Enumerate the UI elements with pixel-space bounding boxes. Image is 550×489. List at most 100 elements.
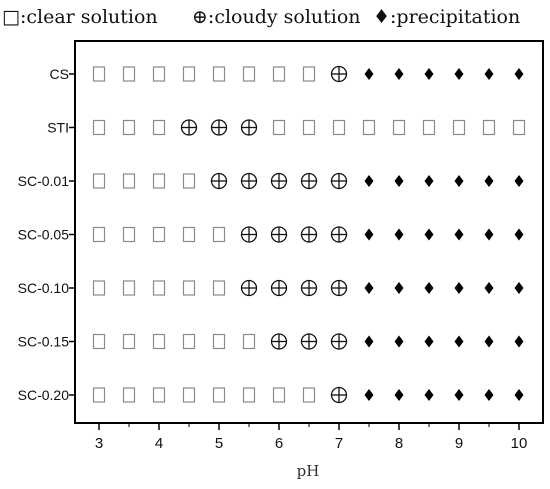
marker-clear: [302, 119, 316, 136]
marker-clear: [242, 387, 256, 403]
marker-precipitation: [424, 175, 434, 187]
marker-clear: [152, 280, 166, 296]
row-label: SC-0.15: [18, 334, 70, 350]
marker-precipitation: [424, 335, 434, 348]
marker-precipitation: [484, 389, 494, 401]
marker-clear: [512, 119, 526, 136]
marker-clear: [122, 66, 136, 82]
row-labels: CS STI SC-0.01 SC-0.05 SC-0.10 SC-0.15 SC-0.20: [18, 66, 75, 403]
marker-clear: [452, 119, 466, 136]
marker-clear: [272, 66, 286, 82]
x-axis: 3 4 5 6 7 8 9 10: [95, 423, 528, 452]
marker-precipitation: [454, 68, 464, 80]
marker-clear: [152, 387, 166, 403]
marker-clear: [212, 280, 226, 296]
row-label: SC-0.10: [18, 280, 70, 296]
marker-clear: [272, 119, 286, 136]
x-tick-label: 5: [215, 435, 223, 452]
marker-precipitation: [514, 175, 524, 187]
marker-clear: [272, 387, 286, 403]
x-axis-title: pH: [297, 462, 320, 480]
marker-clear: [92, 280, 106, 296]
marker-precipitation: [394, 335, 404, 348]
x-tick-label: 3: [95, 435, 103, 452]
marker-clear: [182, 387, 196, 403]
marker-clear: [122, 173, 136, 189]
marker-clear: [122, 226, 136, 243]
marker-cloudy: [300, 172, 318, 190]
marker-cloudy: [240, 172, 258, 190]
marker-cloudy: [270, 172, 288, 190]
marker-cloudy: [330, 386, 348, 404]
x-tick-label: 9: [455, 435, 463, 452]
marker-clear: [152, 333, 166, 350]
marker-clear: [152, 173, 166, 189]
marker-precipitation: [394, 389, 404, 401]
marker-precipitation: [364, 335, 374, 348]
x-tick-label: 10: [511, 435, 528, 452]
legend-entry-precipitation: ♦:precipitation: [373, 6, 520, 28]
legend-entry-clear: □:clear solution: [2, 6, 158, 28]
marker-clear: [182, 173, 196, 189]
marker-cloudy: [270, 279, 288, 297]
row-label: STI: [47, 120, 69, 136]
marker-clear: [212, 387, 226, 403]
marker-precipitation: [454, 228, 464, 241]
marker-cloudy: [330, 226, 348, 243]
marker-clear: [122, 280, 136, 296]
marker-cloudy: [330, 172, 348, 190]
marker-precipitation: [394, 175, 404, 187]
marker-clear: [92, 173, 106, 189]
marker-clear: [302, 387, 316, 403]
legend: □:clear solution ⊕:cloudy solution ♦:preci…: [2, 6, 520, 28]
marker-cloudy: [210, 119, 228, 136]
row-label: SC-0.01: [18, 173, 70, 189]
marker-precipitation: [424, 68, 434, 80]
row-label: CS: [50, 66, 69, 82]
marker-clear: [92, 226, 106, 243]
marker-cloudy: [210, 172, 228, 190]
marker-precipitation: [454, 335, 464, 348]
marker-cloudy: [330, 65, 348, 83]
marker-precipitation: [394, 228, 404, 241]
marker-clear: [302, 66, 316, 82]
marker-clear: [122, 119, 136, 136]
marker-clear: [212, 66, 226, 82]
x-tick-label: 7: [335, 435, 343, 452]
marker-clear: [122, 387, 136, 403]
marker-precipitation: [454, 175, 464, 187]
marker-clear: [212, 226, 226, 243]
marker-precipitation: [484, 175, 494, 187]
data-marks: [92, 65, 526, 404]
marker-precipitation: [364, 389, 374, 401]
marker-precipitation: [364, 282, 374, 294]
marker-cloudy: [330, 333, 348, 350]
marker-clear: [182, 226, 196, 243]
marker-clear: [482, 119, 496, 136]
marker-precipitation: [364, 175, 374, 187]
marker-precipitation: [484, 68, 494, 80]
marker-clear: [122, 333, 136, 350]
marker-precipitation: [454, 389, 464, 401]
marker-clear: [332, 119, 346, 136]
marker-cloudy: [240, 226, 258, 243]
marker-cloudy: [270, 333, 288, 350]
marker-precipitation: [514, 389, 524, 401]
marker-precipitation: [484, 282, 494, 294]
marker-cloudy: [300, 226, 318, 243]
marker-precipitation: [394, 68, 404, 80]
marker-precipitation: [484, 228, 494, 241]
x-tick-label: 6: [275, 435, 283, 452]
marker-precipitation: [514, 335, 524, 348]
marker-cloudy: [240, 279, 258, 297]
marker-clear: [242, 333, 256, 350]
marker-precipitation: [364, 228, 374, 241]
x-tick-label: 8: [395, 435, 403, 452]
marker-cloudy: [300, 333, 318, 350]
row-label: SC-0.05: [18, 227, 70, 243]
marker-cloudy: [270, 226, 288, 243]
marker-precipitation: [484, 335, 494, 348]
marker-cloudy: [240, 119, 258, 136]
marker-precipitation: [394, 282, 404, 294]
marker-clear: [182, 66, 196, 82]
